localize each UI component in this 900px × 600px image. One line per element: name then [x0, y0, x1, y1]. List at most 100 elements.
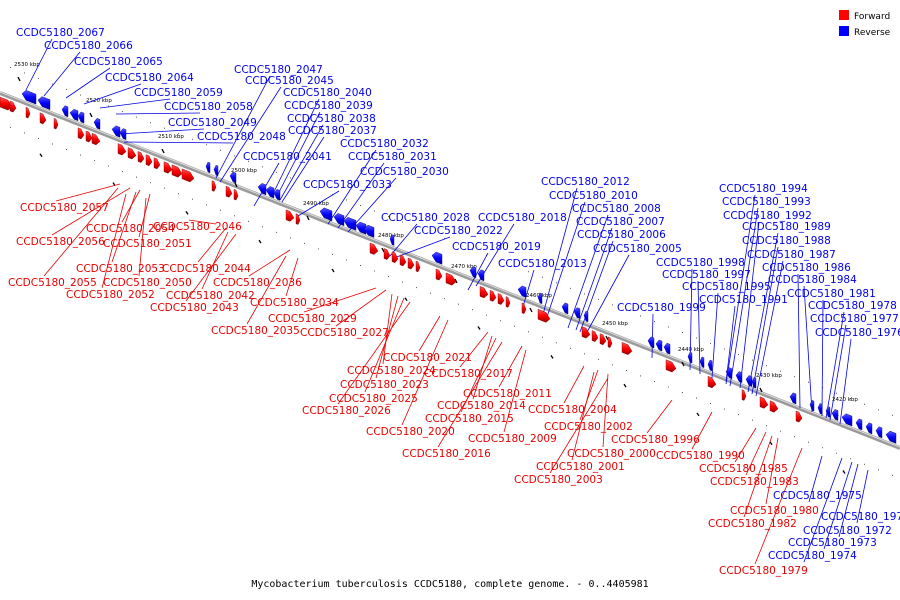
gene-label-ccdc5180-2021: CCDC5180_2021 [383, 352, 472, 364]
gene-label-ccdc5180-2035: CCDC5180_2035 [211, 325, 300, 337]
leader-line [285, 257, 299, 297]
forward-gene-glyph [39, 112, 47, 125]
ruler-dot [892, 474, 893, 476]
ruler-tick-mark [381, 247, 385, 253]
forward-gene-glyph [225, 185, 233, 198]
ruler-dot [878, 409, 879, 411]
leader-line [754, 447, 803, 565]
leader-line [602, 373, 609, 448]
gene-label-ccdc5180-1996: CCDC5180_1996 [611, 434, 700, 446]
reverse-gene-glyph [655, 339, 663, 352]
ruler-dot [654, 320, 655, 322]
ruler-dot [10, 126, 11, 128]
ruler-dot [178, 193, 179, 195]
leader-line [725, 194, 756, 385]
ruler-dot [318, 248, 319, 250]
ruler-dot [220, 149, 221, 151]
ruler-dot [360, 205, 361, 206]
leader-line [734, 427, 757, 463]
gene-label-ccdc5180-1997: CCDC5180_1997 [662, 269, 751, 281]
leader-line [808, 455, 823, 503]
gene-label-ccdc5180-2000: CCDC5180_2000 [567, 448, 656, 460]
leader-line [115, 112, 201, 115]
ruler-dot [52, 83, 53, 85]
gene-label-ccdc5180-1986: CCDC5180_1986 [762, 262, 851, 274]
leader-line [253, 162, 280, 207]
leader-line [549, 377, 609, 474]
gene-label-ccdc5180-1971: CCDC5180_1971 [821, 511, 900, 523]
ruler-dot [332, 193, 333, 195]
forward-gene-glyph [77, 127, 85, 140]
gene-label-ccdc5180-2029: CCDC5180_2029 [268, 313, 357, 325]
gene-label-ccdc5180-2020: CCDC5180_2020 [366, 426, 455, 438]
gene-label-ccdc5180-1980: CCDC5180_1980 [730, 505, 819, 517]
ruler-dot [500, 260, 501, 262]
leader-line [197, 227, 227, 263]
ruler-dot [514, 325, 515, 327]
gene-label-ccdc5180-2038: CCDC5180_2038 [287, 113, 376, 125]
ruler-tick-label: 2470 kbp [451, 264, 477, 270]
ruler-dot [850, 398, 851, 400]
forward-gene-glyph [127, 147, 137, 160]
ruler-dot [262, 166, 263, 168]
leader-line [271, 98, 320, 197]
legend-label-forward: Forward [854, 12, 890, 22]
gene-label-ccdc5180-1987: CCDC5180_1987 [747, 249, 836, 261]
leader-line [711, 292, 719, 379]
reverse-gene-glyph [707, 359, 713, 372]
reverse-gene-glyph [561, 302, 569, 315]
ruler-dot [318, 188, 319, 190]
gene-label-ccdc5180-1983: CCDC5180_1983 [710, 476, 799, 488]
ruler-dot [402, 281, 403, 283]
leader-line [327, 149, 377, 225]
gene-label-ccdc5180-2033: CCDC5180_2033 [303, 179, 392, 191]
gene-label-ccdc5180-1994: CCDC5180_1994 [719, 183, 808, 195]
forward-gene-glyph [85, 130, 93, 143]
forward-gene-glyph [145, 154, 153, 167]
forward-gene-glyph [741, 389, 747, 401]
ruler-dot [416, 227, 417, 229]
gene-label-ccdc5180-2022: CCDC5180_2022 [414, 225, 503, 237]
ruler-dot [668, 326, 669, 328]
gene-label-ccdc5180-2049: CCDC5180_2049 [168, 117, 257, 129]
ruler-dot [626, 309, 627, 311]
reverse-gene-glyph [809, 400, 815, 412]
gene-label-ccdc5180-1993: CCDC5180_1993 [722, 196, 811, 208]
gene-label-ccdc5180-2032: CCDC5180_2032 [340, 138, 429, 150]
forward-gene-glyph [153, 157, 161, 170]
reverse-gene-glyph [537, 292, 543, 305]
forward-gene-glyph [505, 296, 511, 308]
leader-line [138, 197, 147, 277]
ruler-dot [332, 253, 333, 255]
gene-glyphs [0, 90, 897, 444]
gene-label-ccdc5180-2065: CCDC5180_2065 [74, 56, 163, 68]
reverse-gene-glyph [363, 224, 375, 238]
gene-label-ccdc5180-1989: CCDC5180_1989 [742, 221, 831, 233]
reverse-gene-glyph [517, 285, 527, 298]
gene-label-ccdc5180-2007: CCDC5180_2007 [576, 216, 665, 228]
gene-label-ccdc5180-2019: CCDC5180_2019 [452, 241, 541, 253]
ruler-tick-label: 2500 kbp [231, 168, 257, 174]
leader-line [755, 260, 784, 397]
leader-line [585, 254, 630, 335]
reverse-gene-glyph [865, 422, 873, 435]
forward-gene-glyph [285, 209, 295, 222]
ruler-dot [738, 354, 739, 356]
leader-line [279, 124, 324, 201]
forward-gene-glyph [399, 254, 407, 267]
reverse-gene-glyph [389, 234, 395, 246]
ruler-dot [738, 414, 739, 416]
ruler-dot [486, 314, 487, 316]
gene-label-ccdc5180-1975: CCDC5180_1975 [773, 490, 862, 502]
leader-line [825, 311, 845, 419]
gene-label-ccdc5180-2011: CCDC5180_2011 [463, 388, 552, 400]
gene-label-ccdc5180-2053: CCDC5180_2053 [76, 263, 165, 275]
ruler-dot [612, 304, 613, 306]
gene-label-ccdc5180-2024: CCDC5180_2024 [347, 365, 436, 377]
gene-label-ccdc5180-2034: CCDC5180_2034 [250, 297, 339, 309]
reverse-gene-glyph [431, 251, 443, 265]
ruler-dot [598, 358, 599, 360]
ruler-dot [682, 392, 683, 394]
gene-label-ccdc5180-1992: CCDC5180_1992 [723, 210, 812, 222]
ruler-dot [388, 276, 389, 278]
